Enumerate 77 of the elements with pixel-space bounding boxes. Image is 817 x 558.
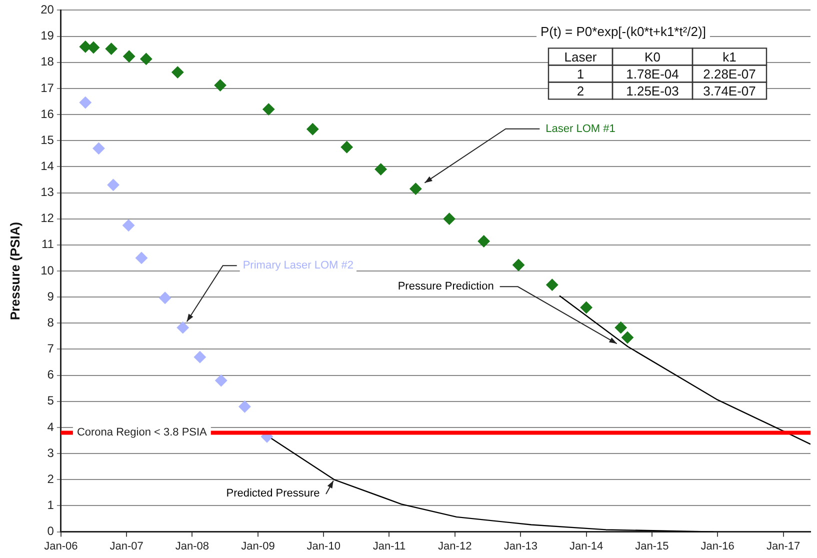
annotation: k1 [722, 49, 736, 64]
point [92, 142, 105, 154]
y-tick-label: 3 [47, 446, 54, 460]
y-tick-label: 7 [47, 342, 54, 356]
annotation: K0 [644, 49, 660, 64]
point [140, 52, 152, 65]
y-tick-label: 11 [41, 237, 54, 252]
y-tick-label: 13 [40, 185, 54, 200]
text: Pressure Prediction [398, 280, 494, 293]
y-tick-label: 17 [40, 80, 54, 95]
x-tick-label: Jan-11 [372, 540, 406, 552]
text: Laser LOM #1 [546, 122, 616, 135]
point [135, 252, 148, 264]
x-tick-label: Jan-13 [504, 540, 538, 552]
y-tick-label: 8 [47, 315, 54, 330]
point [580, 302, 592, 314]
annotation: Laser [564, 49, 598, 64]
point [614, 322, 627, 334]
point [215, 374, 228, 387]
y-tick-label: 20 [40, 2, 54, 17]
y-tick-label: 6 [47, 368, 54, 382]
point [546, 278, 558, 291]
point [340, 141, 353, 154]
point [262, 103, 275, 116]
x-tick-label: Jan-15 [635, 540, 669, 552]
point [79, 40, 92, 53]
point [443, 212, 456, 225]
annotation: 1.25E-03 [626, 83, 679, 98]
x-tick-label: Jan-16 [700, 540, 734, 552]
point [159, 292, 172, 304]
y-tick-label: 16 [40, 106, 54, 121]
text: Primary Laser LOM #2 [242, 260, 354, 272]
y-tick-label: 1 [47, 498, 54, 512]
ref-line-label: Corona Region < 3.8 PSIA [76, 426, 208, 439]
y-tick-label: 18 [40, 54, 54, 69]
point [107, 178, 120, 191]
annotation: 2 [576, 83, 584, 98]
x-tick-label: Jan-06 [44, 540, 78, 552]
x-tick-label: Jan-12 [438, 540, 472, 552]
point [105, 42, 118, 55]
y-tick-label: 9 [47, 289, 54, 304]
point [621, 332, 634, 344]
point [238, 400, 251, 413]
point [194, 351, 206, 364]
point [410, 182, 422, 195]
point [79, 96, 92, 109]
x-tick-label: Jan-07 [110, 540, 144, 552]
y-tick-label: 0 [47, 524, 54, 538]
series-label: Predicted Pressure [226, 488, 320, 500]
x-tick-label: Jan-14 [569, 540, 604, 552]
y-tick-label: 4 [47, 420, 54, 434]
y-axis-title: Pressure (PSIA) [7, 222, 22, 320]
point [123, 50, 136, 62]
y-tick-label: 12 [40, 211, 54, 226]
point [374, 163, 387, 176]
annotation: 1.78E-04 [626, 66, 679, 82]
y-tick-label: 19 [40, 28, 54, 43]
point [214, 79, 226, 92]
point [172, 66, 184, 78]
point [478, 235, 490, 248]
x-tick-label: Jan-17 [766, 540, 800, 552]
point [122, 219, 135, 232]
y-tick-label: 2 [47, 472, 54, 486]
y-tick-label: 14 [40, 158, 54, 173]
point [176, 322, 189, 334]
annotation: 2.28E-07 [703, 66, 756, 82]
point [306, 123, 319, 136]
y-tick-label: 15 [40, 132, 54, 147]
x-tick-label: Jan-09 [241, 540, 275, 552]
y-tick-label: 5 [47, 394, 54, 408]
y-tick-label: 10 [40, 263, 54, 278]
annotation: 3.74E-07 [703, 83, 756, 98]
point [512, 259, 525, 271]
x-tick-label: Jan-10 [306, 540, 340, 552]
annotation: 1 [576, 66, 584, 82]
x-tick-label: Jan-08 [175, 540, 210, 552]
annotation: P(t) = P0*exp[-(k0*t+k1*t²/2)] [540, 24, 706, 39]
